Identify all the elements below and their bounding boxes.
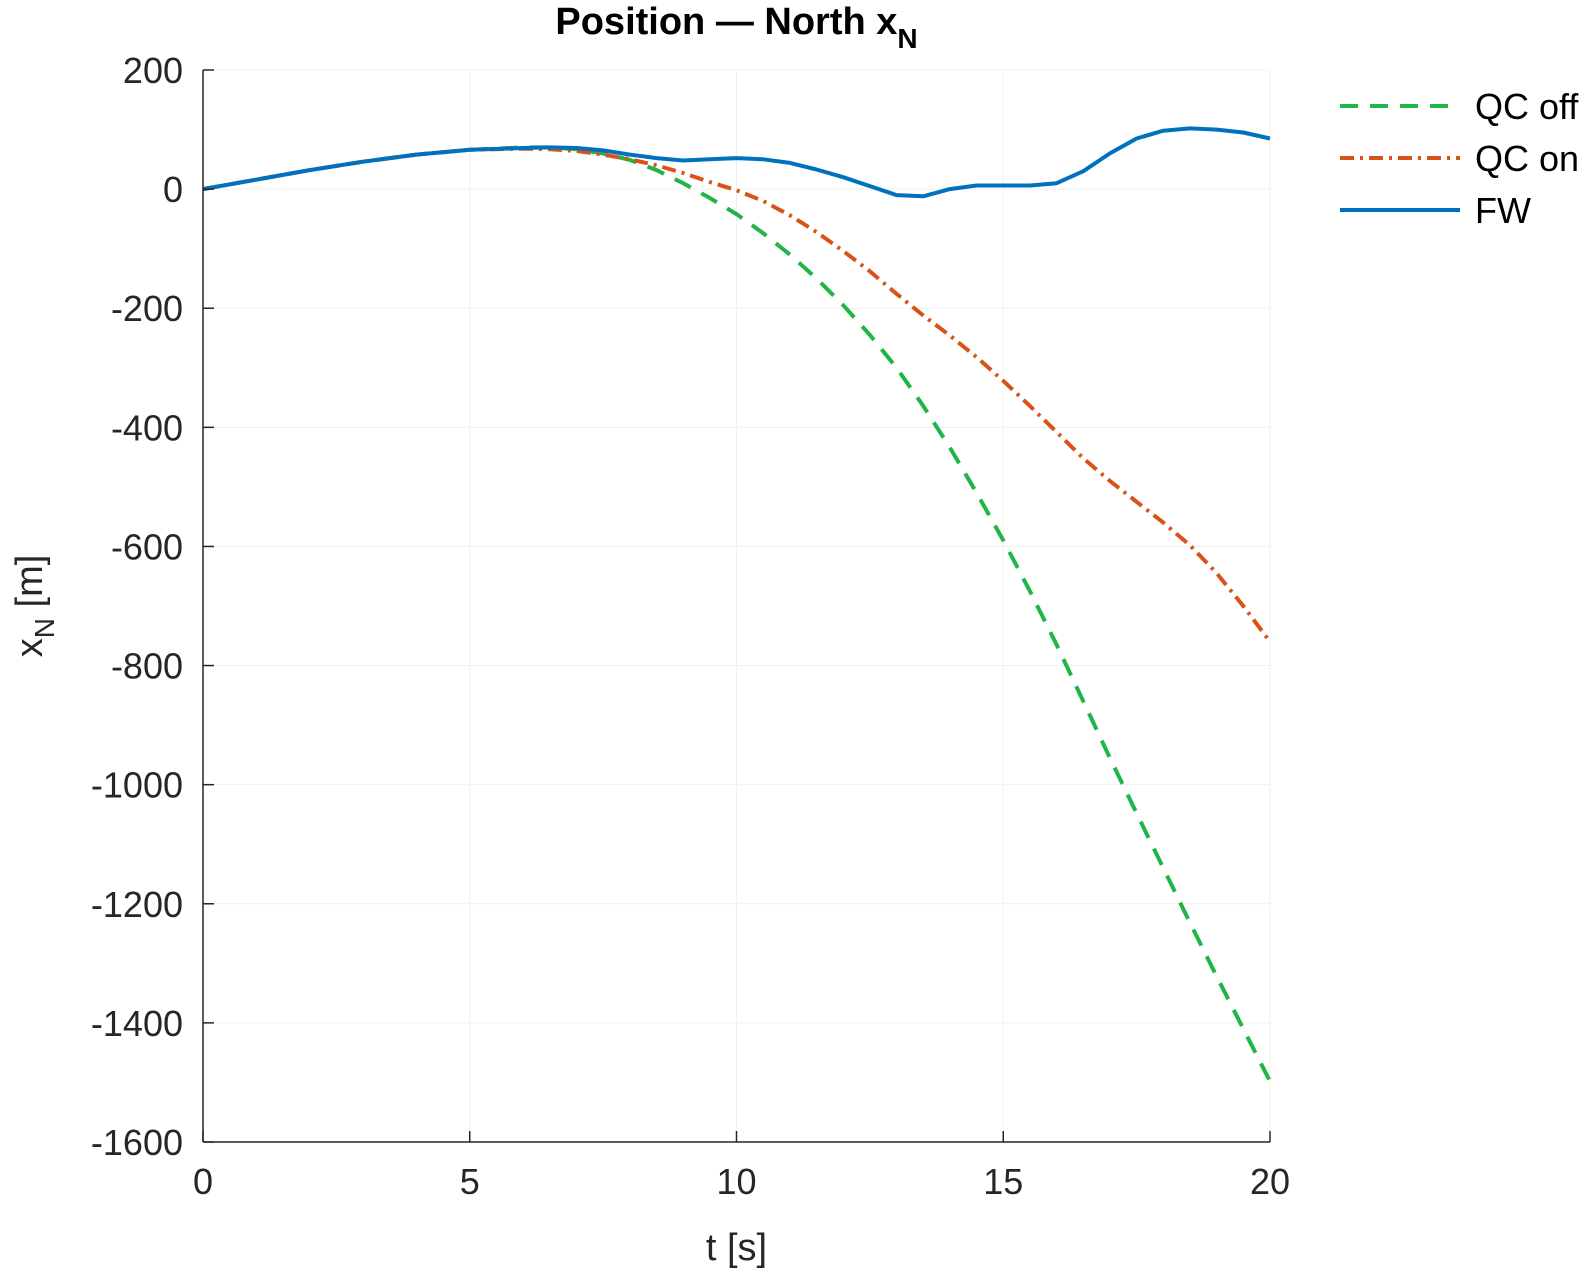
y-tick-label: -1200 (91, 884, 183, 925)
y-tick-label: 200 (123, 50, 183, 91)
y-tick-label: -400 (111, 407, 183, 448)
chart-title: Position — North xN (555, 1, 917, 54)
legend-label: QC on (1475, 138, 1579, 179)
x-axis-label: t [s] (706, 1227, 767, 1269)
x-tick-label: 0 (193, 1161, 213, 1202)
grid (202, 69, 1271, 1143)
x-tick-label: 5 (460, 1161, 480, 1202)
series-line-fw (202, 126, 1271, 199)
y-tick-label: -1600 (91, 1122, 183, 1163)
chart-title-main: Position — North x (555, 1, 897, 43)
plot-lines (202, 126, 1272, 1083)
y-tick-label: -1000 (91, 765, 183, 806)
y-axis-label-subscript: N (29, 618, 60, 638)
y-axis-label-unit: [m] (9, 555, 51, 618)
chart-title-subscript: N (897, 23, 917, 54)
y-tick-label: -200 (111, 288, 183, 329)
x-tick-label: 10 (716, 1161, 756, 1202)
y-tick-label: -1400 (91, 1003, 183, 1044)
legend-label: QC off (1475, 86, 1579, 127)
x-tick-label: 15 (983, 1161, 1023, 1202)
series-line-qc-on (202, 146, 1272, 643)
x-tick-label: 20 (1250, 1161, 1290, 1202)
legend-label: FW (1475, 190, 1531, 231)
y-axis-label-main: x (9, 638, 51, 657)
y-axis-label: xN [m] (9, 555, 60, 658)
y-tick-label: 0 (163, 169, 183, 210)
axes: 0 5 10 15 20 200 0 -200 -400 -600 -800 -1000 -1200 -1… (91, 50, 1290, 1202)
legend: QC off QC on FW (1340, 86, 1579, 231)
y-tick-label: -600 (111, 526, 183, 567)
axis-labels: Position — North xN t [s] xN [m] (9, 1, 918, 1269)
y-tick-label: -800 (111, 646, 183, 687)
